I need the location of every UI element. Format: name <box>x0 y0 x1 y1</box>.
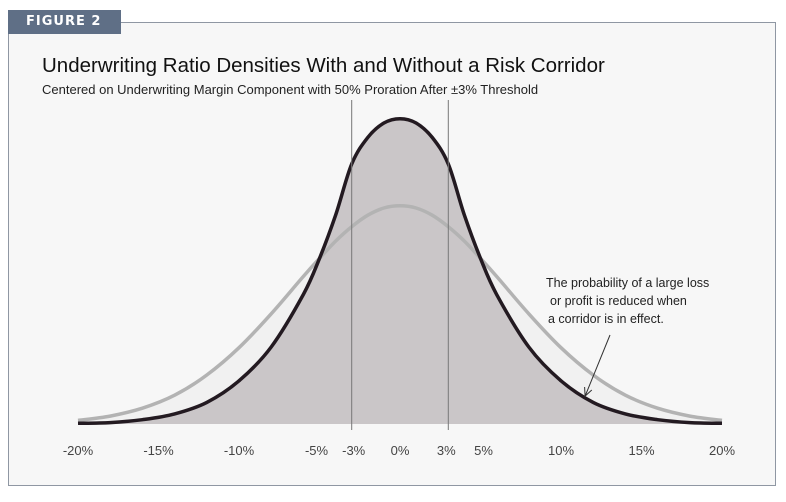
annotation-line: The probability of a large loss <box>546 276 709 290</box>
x-axis-ticks: -20% -15% -10% -5% -3% 0% 3% 5% 10% 15% 20% <box>63 443 736 458</box>
threshold-lines <box>351 100 449 430</box>
density-areas <box>77 116 723 426</box>
x-tick-label: 3% <box>437 443 456 458</box>
x-tick-label: 10% <box>548 443 574 458</box>
figure-label: FIGURE 2 <box>8 10 121 34</box>
annotation: The probability of a large loss or profit… <box>546 276 709 398</box>
corridor-density-fill <box>78 118 722 424</box>
x-tick-label: -10% <box>224 443 255 458</box>
annotation-arrow <box>584 334 611 397</box>
corridor-density-line <box>77 116 723 426</box>
x-tick-label: -5% <box>305 443 329 458</box>
chart-subtitle: Centered on Underwriting Margin Componen… <box>42 82 539 97</box>
x-tick-label: 5% <box>474 443 493 458</box>
x-tick-label: 0% <box>391 443 410 458</box>
annotation-line: or profit is reduced when <box>550 294 687 308</box>
x-tick-label: 15% <box>628 443 654 458</box>
annotation-arrowhead <box>584 386 593 398</box>
x-tick-label: -15% <box>143 443 174 458</box>
x-tick-label: -20% <box>63 443 94 458</box>
annotation-line: a corridor is in effect. <box>548 312 664 326</box>
x-tick-label: -3% <box>342 443 366 458</box>
wide-density-line <box>77 204 723 423</box>
chart-title: Underwriting Ratio Densities With and Wi… <box>42 54 605 77</box>
x-tick-label: 20% <box>709 443 735 458</box>
